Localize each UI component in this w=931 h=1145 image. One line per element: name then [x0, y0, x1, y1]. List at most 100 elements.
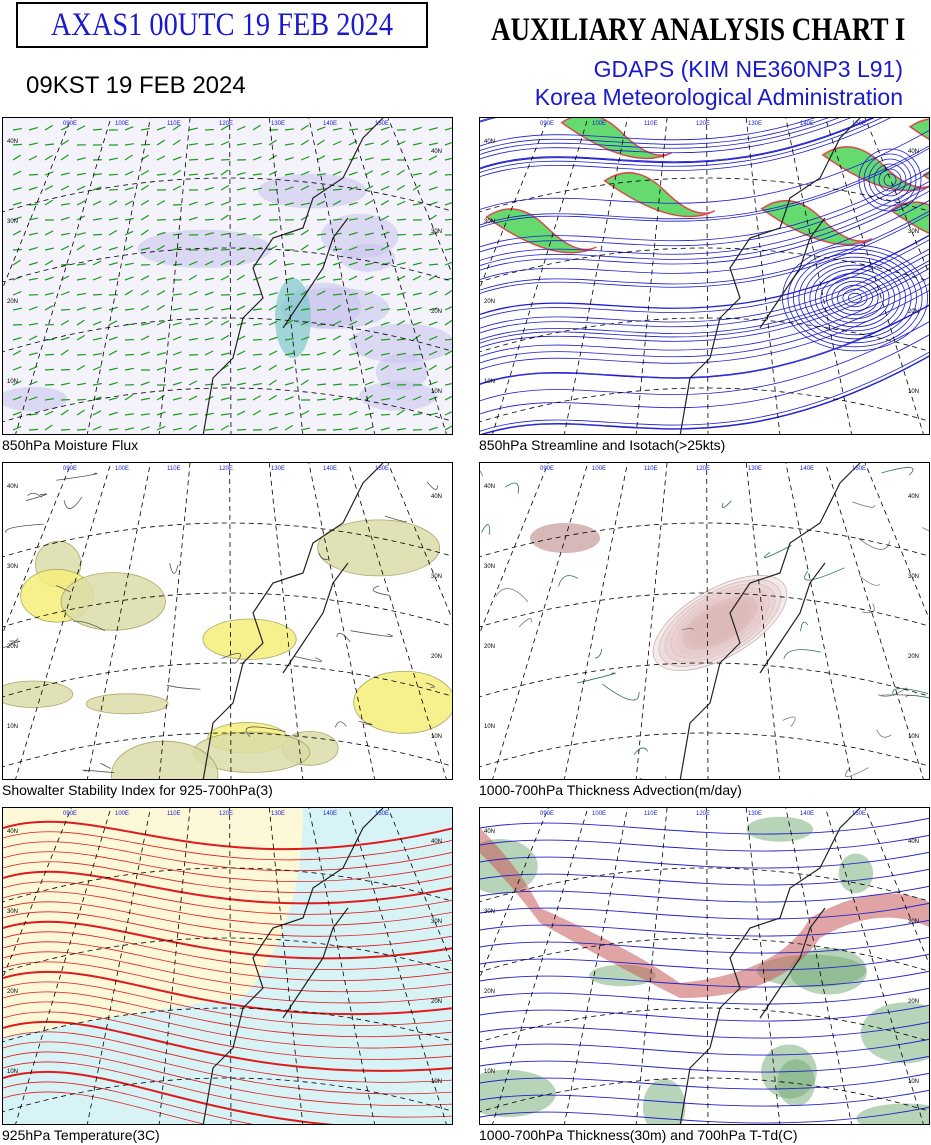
isotherm	[3, 920, 452, 960]
flux-arrow	[124, 143, 134, 146]
lon-label: 090E	[540, 121, 554, 127]
contour	[426, 481, 439, 490]
flux-arrow	[156, 337, 166, 341]
lon-label: 150E	[375, 811, 389, 817]
flux-arrow	[204, 157, 214, 161]
lat-label: 30N	[7, 909, 18, 915]
grid-longitude	[86, 118, 151, 434]
flux-arrow	[300, 185, 310, 191]
flux-arrow	[44, 260, 54, 266]
flux-arrow	[108, 381, 118, 386]
coastline	[759, 562, 826, 674]
flux-arrow	[284, 156, 294, 161]
flux-arrow	[12, 366, 22, 371]
isotherm	[3, 951, 452, 993]
lat-label: 10N	[908, 1079, 919, 1085]
flux-arrow	[380, 397, 390, 401]
flux-arrow	[364, 335, 374, 341]
flux-arrow	[316, 368, 327, 371]
flux-arrow	[12, 259, 21, 266]
flux-arrow	[188, 395, 198, 401]
flux-arrow	[300, 202, 310, 206]
flux-arrow	[268, 203, 279, 206]
lon-label: 140E	[323, 121, 337, 127]
flux-arrow	[412, 157, 422, 161]
lat-label: 20N	[7, 299, 18, 305]
flux-arrow	[76, 277, 86, 281]
flux-arrow	[156, 277, 166, 281]
humidity-area	[777, 1059, 816, 1107]
flux-arrow	[284, 424, 294, 431]
streamline-vortex	[831, 280, 879, 316]
isotherm	[3, 931, 452, 970]
grid-longitude	[480, 118, 549, 289]
flux-arrow	[300, 278, 311, 281]
lat-label: 10N	[484, 1069, 495, 1075]
flux-arrow	[140, 351, 150, 356]
stability-area	[3, 680, 74, 708]
streamline-vortex	[781, 244, 928, 352]
panel-caption: 925hPa Temperature(3C)	[2, 1127, 160, 1143]
flux-arrow	[284, 381, 294, 386]
streamline	[480, 355, 929, 434]
lon-label: 150E	[852, 121, 866, 127]
advection-contour	[676, 591, 764, 655]
flux-arrow	[156, 139, 165, 146]
flux-arrow	[12, 201, 22, 206]
flux-arrow	[140, 381, 150, 386]
flux-arrow	[268, 412, 278, 416]
lat-label: 10N	[7, 379, 18, 385]
flux-arrow	[252, 142, 262, 146]
flux-arrow	[172, 246, 182, 251]
advection-contour	[652, 575, 788, 671]
flux-arrow	[284, 186, 294, 191]
flux-arrow	[188, 308, 199, 311]
contour	[892, 688, 929, 696]
contour	[504, 482, 519, 494]
flux-arrow	[60, 139, 69, 146]
flux-arrow	[396, 409, 405, 416]
flux-arrow	[60, 428, 71, 431]
map-panel: 40N 40N 30N 30N 20N 20N 10N 10N 090E 100E 110E 120E…	[2, 462, 453, 780]
grid-longitude	[480, 808, 549, 979]
flux-arrow	[332, 383, 343, 386]
flux-arrow	[220, 334, 230, 341]
flux-arrow	[44, 424, 53, 431]
flux-arrow	[44, 398, 54, 401]
flux-arrow	[92, 352, 102, 356]
flux-arrow	[188, 201, 198, 206]
flux-arrow	[220, 260, 230, 266]
flux-arrow	[60, 291, 70, 296]
flux-arrow	[316, 290, 326, 296]
flux-arrow	[12, 290, 22, 296]
flux-arrow	[124, 262, 134, 266]
lon-label: 100E	[115, 121, 129, 127]
flux-arrow	[236, 428, 247, 431]
streamline	[483, 356, 929, 434]
lon-label: 090E	[540, 466, 554, 472]
local-time: 09KST 19 FEB 2024	[26, 72, 246, 99]
flux-arrow	[348, 292, 358, 296]
flux-arrow	[428, 170, 438, 176]
lat-label: 20N	[7, 644, 18, 650]
lon-label: 110E	[167, 811, 181, 817]
contour	[858, 575, 881, 586]
flux-arrow	[188, 173, 199, 176]
streamline	[480, 239, 929, 320]
contour	[881, 467, 914, 476]
flux-arrow	[348, 218, 358, 221]
lat-label: 20N	[484, 299, 495, 305]
flux-arrow	[332, 170, 342, 176]
flux-arrow	[44, 292, 54, 296]
flux-arrow	[412, 202, 422, 206]
flux-arrow	[252, 246, 262, 251]
flux-arrow	[348, 186, 358, 191]
flux-arrow	[396, 262, 406, 266]
flux-arrow	[332, 200, 342, 206]
lon-label: 120E	[696, 121, 710, 127]
lat-label: 30N	[7, 219, 18, 225]
flux-arrow	[300, 229, 309, 236]
flux-arrow	[236, 259, 246, 266]
lat-label: 30N	[908, 919, 919, 925]
lat-label: 10N	[431, 1079, 442, 1085]
